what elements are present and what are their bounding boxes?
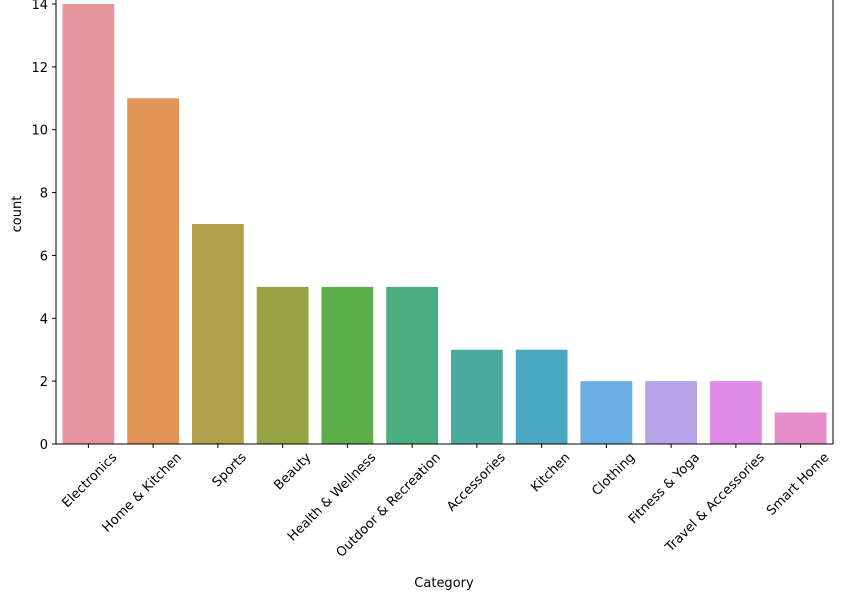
bars: [62, 4, 827, 445]
y-axis-title: count: [10, 196, 25, 233]
bar-outdoor-recreation: [386, 286, 439, 444]
y-tick-label: 14: [31, 0, 48, 13]
y-tick-label: 8: [40, 187, 48, 202]
x-tick-label: Clothing: [589, 450, 638, 499]
x-tick-label: Beauty: [271, 450, 314, 493]
bar-health-wellness: [321, 286, 374, 444]
y-axis-ticks: 0 2 4 6 8 10 12 14: [31, 0, 56, 453]
x-tick-label: Smart Home: [764, 450, 832, 518]
bar-sports: [191, 224, 244, 444]
bar-beauty: [256, 286, 309, 444]
bar-home-kitchen: [127, 98, 180, 445]
x-tick-label: Kitchen: [528, 450, 573, 495]
y-tick-label: 2: [40, 375, 48, 390]
x-axis-title: Category: [414, 576, 474, 591]
x-tick-label: Sports: [210, 450, 250, 490]
bar-fitness-yoga: [645, 381, 698, 444]
y-tick-label: 0: [40, 438, 48, 453]
x-tick-label: Accessories: [444, 450, 509, 515]
bar-accessories: [450, 349, 503, 444]
bar-electronics: [62, 4, 115, 444]
y-tick-label: 4: [40, 312, 48, 327]
bar-travel-accessories: [709, 381, 762, 444]
y-tick-label: 10: [31, 124, 48, 139]
bar-clothing: [580, 381, 633, 444]
x-tick-label: Electronics: [59, 450, 120, 511]
x-tick-label: Outdoor & Recreation: [334, 450, 444, 560]
bar-kitchen: [515, 349, 568, 444]
y-tick-label: 6: [40, 249, 48, 264]
y-tick-label: 12: [31, 61, 48, 76]
bar-smart-home: [774, 412, 827, 444]
